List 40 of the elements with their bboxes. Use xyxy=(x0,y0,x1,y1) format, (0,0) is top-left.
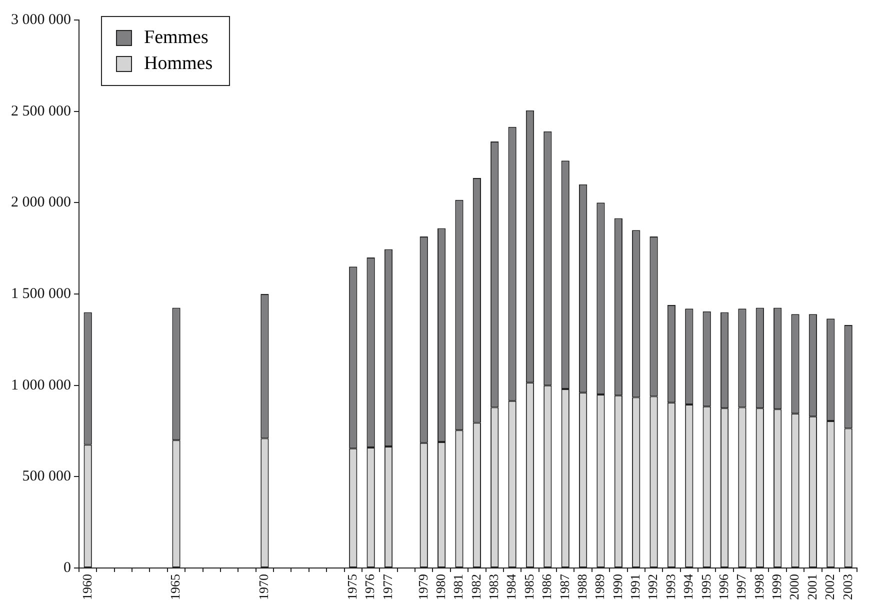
x-tick-label: 1979 xyxy=(415,574,430,600)
x-tick-label: 1986 xyxy=(539,574,554,600)
legend-label: Femmes xyxy=(144,26,208,50)
x-tick-label: 1985 xyxy=(521,574,536,600)
y-tick-label: 2 500 000 xyxy=(11,103,71,120)
x-tick-label: 1990 xyxy=(610,574,625,600)
x-tick-label: 2003 xyxy=(840,574,855,600)
x-tick-label: 1995 xyxy=(698,574,714,600)
x-tick-label: 1980 xyxy=(432,574,448,600)
x-tick-label: 1999 xyxy=(769,574,784,600)
x-tick-label: 1983 xyxy=(486,574,502,600)
x-tick-label: 2002 xyxy=(822,574,838,600)
y-tick-label: 1 000 000 xyxy=(11,377,71,394)
x-tick-label: 1965 xyxy=(168,574,183,600)
x-tick-label: 1981 xyxy=(450,574,466,600)
x-tick-label: 1960 xyxy=(79,574,94,600)
legend-label: Hommes xyxy=(144,52,213,76)
x-tick-label: 1982 xyxy=(468,574,484,600)
y-tick-label: 2 000 000 xyxy=(11,194,71,211)
y-tick-label: 500 000 xyxy=(22,468,71,485)
x-tick-label: 2001 xyxy=(804,574,820,600)
y-tick-label: 0 xyxy=(64,560,71,576)
x-tick-label: 1991 xyxy=(628,574,643,600)
x-tick-label: 2000 xyxy=(786,574,802,600)
x-tick-label: 1975 xyxy=(344,574,360,600)
x-tick-label: 1987 xyxy=(556,574,572,600)
x-tick-label: 1992 xyxy=(645,574,660,600)
x-tick-label: 1977 xyxy=(380,574,395,600)
x-tick-label: 1989 xyxy=(592,574,608,600)
x-tick-label: 1984 xyxy=(504,574,519,600)
x-tick-label: 1970 xyxy=(256,574,272,600)
x-tick-label: 1993 xyxy=(662,574,678,600)
x-tick-label: 1997 xyxy=(734,574,749,600)
y-tick-label: 1 500 000 xyxy=(11,286,71,302)
x-tick-label: 1996 xyxy=(716,574,731,600)
x-tick-label: 1994 xyxy=(680,574,696,600)
x-tick-label: 1976 xyxy=(362,574,378,600)
y-tick-label: 3 000 000 xyxy=(11,12,71,28)
x-tick-label: 1998 xyxy=(751,574,766,600)
x-tick-label: 1988 xyxy=(574,574,590,600)
